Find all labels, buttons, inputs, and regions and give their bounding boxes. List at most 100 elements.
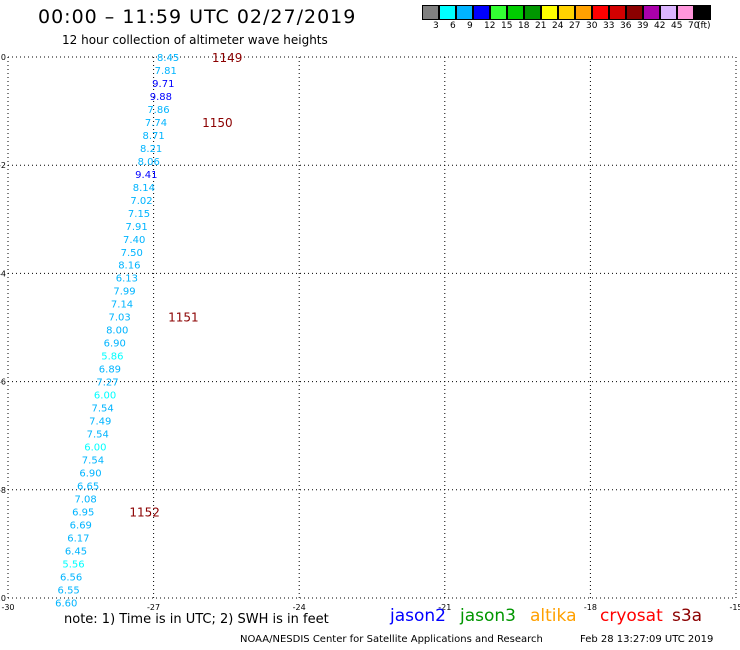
legend-swatch — [575, 5, 592, 20]
legend-label: 45 — [671, 21, 683, 31]
wave-height-value: 6.95 — [72, 507, 94, 518]
x-tick-label: -21 — [438, 603, 451, 612]
legend-label: 9 — [467, 21, 473, 31]
legend-label: 36 — [620, 21, 632, 31]
time-label: 1151 — [168, 311, 199, 325]
wave-height-value: 6.90 — [79, 468, 101, 479]
satellite-legend-altika: altika — [530, 606, 577, 626]
wave-height-value: 7.02 — [130, 196, 152, 207]
wave-height-value: 7.54 — [92, 404, 114, 415]
legend-label: 70 — [688, 21, 700, 31]
legend-swatch — [541, 5, 558, 20]
wave-height-value: 6.00 — [94, 391, 116, 402]
wave-height-value: 6.13 — [116, 274, 138, 285]
x-tick-label: -24 — [293, 603, 306, 612]
data-points: 8.45 7.81 9.71 9.88 7.86 7.74 8.71 8.21 8.06 9.41… — [55, 53, 179, 609]
legend-swatch — [422, 5, 439, 20]
legend-label: 39 — [637, 21, 649, 31]
wave-height-value: 7.74 — [145, 118, 167, 129]
wave-height-value: 6.00 — [84, 443, 106, 454]
legend-swatch — [456, 5, 473, 20]
legend-swatch — [694, 5, 711, 20]
wave-height-value: 8.06 — [138, 157, 160, 168]
legend-swatch — [643, 5, 660, 20]
chart-subtitle: 12 hour collection of altimeter wave hei… — [62, 33, 328, 47]
wave-height-value: 7.14 — [111, 300, 133, 311]
legend-label: 42 — [654, 21, 666, 31]
footnote: note: 1) Time is in UTC; 2) SWH is in fe… — [64, 612, 329, 627]
legend-swatch — [592, 5, 609, 20]
legend-label: 30 — [586, 21, 598, 31]
legend-swatch — [524, 5, 541, 20]
wave-height-value: 7.27 — [96, 378, 118, 389]
x-tick-label: -15 — [729, 603, 740, 612]
wave-height-value: 8.71 — [142, 131, 164, 142]
wave-height-value: 6.17 — [67, 533, 89, 544]
x-tick-label: -27 — [147, 603, 160, 612]
wave-height-value: 8.45 — [157, 53, 179, 64]
legend-label: 21 — [535, 21, 547, 31]
y-tick-label: -10 — [0, 594, 6, 603]
legend-label: 15 — [501, 21, 513, 31]
legend-swatch — [507, 5, 524, 20]
x-tick-label: -30 — [1, 603, 14, 612]
wave-height-value: 9.88 — [150, 92, 172, 103]
time-label: 1150 — [202, 116, 233, 130]
wave-height-value: 8.14 — [133, 183, 155, 194]
y-tick-label: -4 — [0, 269, 6, 278]
axis-ticks: 0 -2 -4 -6 -8 -10-30 -27 -24 -21 -18 -15 — [0, 53, 740, 612]
grid-lines — [7, 56, 737, 599]
legend-label: 12 — [484, 21, 496, 31]
legend-label: 6 — [450, 21, 456, 31]
legend-swatch — [677, 5, 694, 20]
wave-height-value: 7.03 — [108, 313, 130, 324]
legend-label: 3 — [433, 21, 439, 31]
wave-height-value: 6.56 — [60, 572, 82, 583]
legend-swatch — [490, 5, 507, 20]
satellite-legend-s3a: s3a — [672, 606, 703, 626]
wave-height-value: 7.54 — [82, 456, 104, 467]
wave-height-value: 5.56 — [62, 559, 84, 570]
wave-height-value: 7.99 — [113, 287, 135, 298]
wave-height-value: 7.40 — [123, 235, 145, 246]
y-tick-label: -8 — [0, 486, 6, 495]
wave-height-value: 8.00 — [106, 326, 128, 337]
wave-height-value: 6.60 — [55, 598, 77, 609]
satellite-legend-jason3: jason3 — [460, 606, 516, 626]
wave-height-value: 7.86 — [147, 105, 169, 116]
time-label: 1152 — [129, 505, 160, 519]
wave-height-value: 7.54 — [87, 430, 109, 441]
legend-label: 18 — [518, 21, 530, 31]
legend-label: 24 — [552, 21, 564, 31]
generated-timestamp: Feb 28 13:27:09 UTC 2019 — [580, 634, 714, 645]
wave-height-value: 7.08 — [75, 494, 97, 505]
legend-swatch — [473, 5, 490, 20]
wave-height-value: 7.15 — [128, 209, 150, 220]
wave-height-value: 7.50 — [121, 248, 143, 259]
wave-height-value: 8.21 — [140, 144, 162, 155]
wave-height-value: 9.71 — [152, 79, 174, 90]
wave-height-value: 7.49 — [89, 417, 111, 428]
wave-height-value: 6.90 — [104, 339, 126, 350]
satellite-legend-jason2: jason2 — [390, 606, 446, 626]
time-label: 1149 — [212, 51, 243, 65]
satellite-legend-cryosat: cryosat — [600, 606, 663, 626]
wave-height-value: 6.89 — [99, 365, 121, 376]
y-tick-label: -6 — [0, 378, 6, 387]
wave-height-value: 7.81 — [155, 66, 177, 77]
chart-title: 00:00 – 11:59 UTC 02/27/2019 — [38, 6, 357, 28]
legend-swatch — [609, 5, 626, 20]
legend-label: 27 — [569, 21, 581, 31]
wave-height-value: 6.65 — [77, 481, 99, 492]
legend-swatch — [439, 5, 456, 20]
credit-line: NOAA/NESDIS Center for Satellite Applica… — [240, 634, 543, 645]
wave-height-value: 6.69 — [70, 520, 92, 531]
wave-height-value: 7.91 — [125, 222, 147, 233]
legend-label: 33 — [603, 21, 615, 31]
y-tick-label: 0 — [1, 53, 6, 62]
x-tick-label: -18 — [584, 603, 597, 612]
legend-unit: (ft) — [697, 21, 711, 31]
legend-swatch — [660, 5, 677, 20]
wave-height-value: 8.16 — [118, 261, 140, 272]
